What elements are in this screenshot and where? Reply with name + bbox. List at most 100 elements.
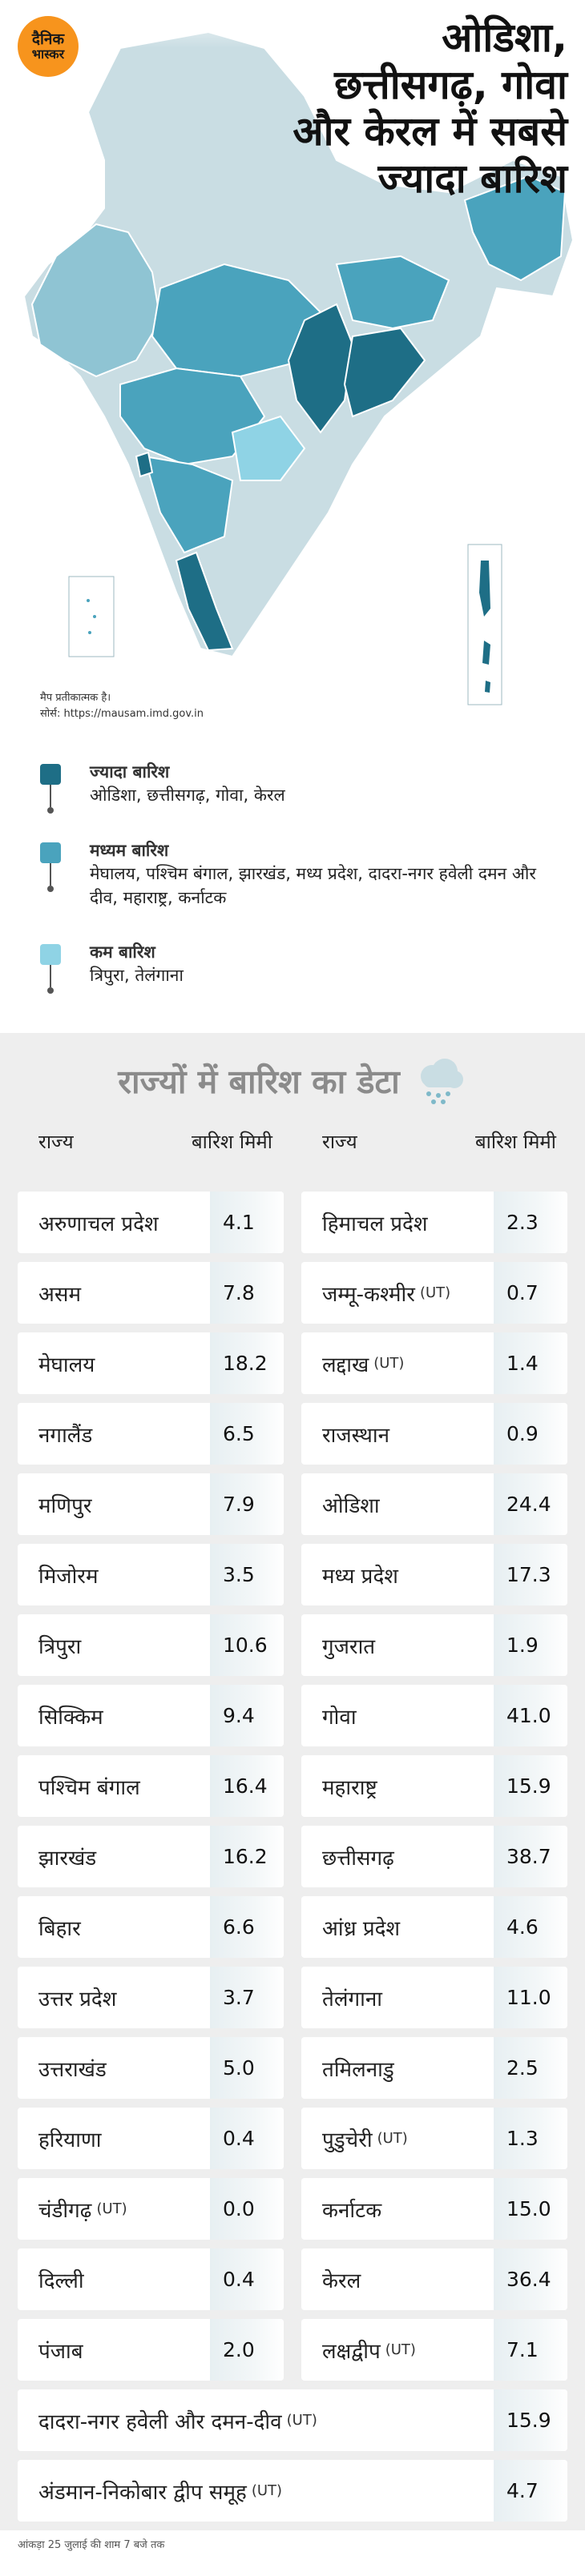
state-name: मेघालय bbox=[18, 1332, 210, 1394]
legend-marker-high bbox=[40, 764, 64, 820]
state-label: मध्य प्रदेश bbox=[322, 1564, 398, 1589]
legend-title-low: कम बारिश bbox=[90, 942, 155, 962]
state-name: चंडीगढ़ (UT) bbox=[18, 2178, 210, 2240]
headline-line-4: ज्यादा बारिश bbox=[377, 155, 567, 202]
rain-cloud-icon bbox=[420, 1059, 463, 1104]
state-label: अरुणाचल प्रदेश bbox=[38, 1212, 159, 1236]
rain-value: 3.7 bbox=[210, 1967, 284, 2028]
state-name: मध्य प्रदेश bbox=[301, 1544, 494, 1605]
left-column-header: राज्य बारिश मिमी bbox=[18, 1109, 284, 1173]
state-label: जम्मू-कश्मीर bbox=[322, 1282, 415, 1307]
table-row: दादरा-नगर हवेली और दमन-दीव (UT) 15.9 bbox=[18, 2389, 567, 2451]
state-name: महाराष्ट्र bbox=[301, 1755, 494, 1817]
state-name: बिहार bbox=[18, 1896, 210, 1958]
rain-value: 0.4 bbox=[210, 2108, 284, 2169]
state-name: सिक्किम bbox=[18, 1685, 210, 1746]
ut-tag: (UT) bbox=[419, 1284, 451, 1301]
state-label: महाराष्ट्र bbox=[322, 1775, 377, 1800]
state-name: हिमाचल प्रदेश bbox=[301, 1192, 494, 1253]
legend-marker-medium bbox=[40, 842, 64, 898]
state-name: पश्चिम बंगाल bbox=[18, 1755, 210, 1817]
map-source: सोर्स: https://mausam.imd.gov.in bbox=[40, 707, 204, 720]
map-kerala-region bbox=[175, 551, 234, 652]
state-label: हिमाचल प्रदेश bbox=[322, 1212, 428, 1236]
table-row: पश्चिम बंगाल 16.4 bbox=[18, 1755, 284, 1817]
table-row: पुडुचेरी (UT) 1.3 bbox=[301, 2108, 567, 2169]
state-label: केरल bbox=[322, 2269, 361, 2293]
state-label: ओडिशा bbox=[322, 1493, 380, 1518]
rain-value: 10.6 bbox=[210, 1614, 284, 1676]
table-row: मणिपुर 7.9 bbox=[18, 1473, 284, 1535]
map-disclaimer: मैप प्रतीकात्मक है। bbox=[40, 692, 111, 704]
state-label: मणिपुर bbox=[38, 1493, 92, 1518]
state-name: अंडमान-निकोबार द्वीप समूह (UT) bbox=[18, 2460, 494, 2522]
state-label: दिल्ली bbox=[38, 2269, 84, 2293]
state-label: दादरा-नगर हवेली और दमन-दीव bbox=[38, 2409, 282, 2434]
state-label: मिजोरम bbox=[38, 1564, 99, 1589]
state-name: मणिपुर bbox=[18, 1473, 210, 1535]
legend-high: ज्यादा बारिश ओडिशा, छत्तीसगढ़, गोवा, केर… bbox=[40, 761, 285, 814]
rain-value: 1.9 bbox=[494, 1614, 567, 1676]
table-row: गुजरात 1.9 bbox=[301, 1614, 567, 1676]
legend-swatch-low bbox=[40, 944, 61, 965]
rain-value: 6.6 bbox=[210, 1896, 284, 1958]
legend-states-low: त्रिपुरा, तेलंगाना bbox=[90, 966, 184, 985]
state-name: असम bbox=[18, 1262, 210, 1324]
rain-value: 5.0 bbox=[210, 2037, 284, 2099]
india-map bbox=[0, 0, 585, 705]
rain-value: 15.0 bbox=[494, 2178, 567, 2240]
state-name: लक्षद्वीप (UT) bbox=[301, 2319, 494, 2381]
table-row: त्रिपुरा 10.6 bbox=[18, 1614, 284, 1676]
state-label: लक्षद्वीप bbox=[322, 2339, 381, 2364]
rain-value: 1.4 bbox=[494, 1332, 567, 1394]
map-chhattisgarh-region bbox=[287, 303, 354, 434]
map-section: दैनिक भास्कर ओडिशा, छत्तीसगढ़, गोवा और क… bbox=[0, 0, 585, 1017]
rain-value: 0.9 bbox=[494, 1403, 567, 1465]
legend-title-high: ज्यादा बारिश bbox=[90, 762, 170, 782]
state-name: जम्मू-कश्मीर (UT) bbox=[301, 1262, 494, 1324]
rain-value: 9.4 bbox=[210, 1685, 284, 1746]
map-east-region bbox=[335, 255, 450, 330]
state-label: कर्नाटक bbox=[322, 2198, 382, 2223]
table-row: गोवा 41.0 bbox=[301, 1685, 567, 1746]
state-label: बिहार bbox=[38, 1916, 81, 1941]
table-row: केरल 36.4 bbox=[301, 2248, 567, 2310]
table-row: मध्य प्रदेश 17.3 bbox=[301, 1544, 567, 1605]
state-label: नगालैंड bbox=[38, 1423, 93, 1448]
state-label: लद्दाख bbox=[322, 1352, 369, 1377]
table-row: अंडमान-निकोबार द्वीप समूह (UT) 4.7 bbox=[18, 2460, 567, 2522]
state-label: हरियाणा bbox=[38, 2128, 102, 2152]
rain-value: 0.7 bbox=[494, 1262, 567, 1324]
ut-tag: (UT) bbox=[286, 2412, 317, 2429]
table-row: चंडीगढ़ (UT) 0.0 bbox=[18, 2178, 284, 2240]
map-note: मैप प्रतीकात्मक है। सोर्स: https://mausa… bbox=[40, 690, 204, 721]
legend-marker-low bbox=[40, 944, 64, 1000]
rain-value: 11.0 bbox=[494, 1967, 567, 2028]
table-row: पंजाब 2.0 bbox=[18, 2319, 284, 2381]
table-row: उत्तर प्रदेश 3.7 bbox=[18, 1967, 284, 2028]
andaman-inset bbox=[467, 544, 502, 705]
col-header-rain: बारिश मिमी bbox=[191, 1130, 272, 1153]
rain-value: 18.2 bbox=[210, 1332, 284, 1394]
table-row: अरुणाचल प्रदेश 4.1 bbox=[18, 1192, 284, 1253]
rain-value: 16.4 bbox=[210, 1755, 284, 1817]
logo-line-1: दैनिक bbox=[31, 30, 65, 48]
rain-value: 17.3 bbox=[494, 1544, 567, 1605]
rain-value: 6.5 bbox=[210, 1403, 284, 1465]
table-row: असम 7.8 bbox=[18, 1262, 284, 1324]
state-name: उत्तराखंड bbox=[18, 2037, 210, 2099]
rain-value: 0.0 bbox=[210, 2178, 284, 2240]
headline-line-3: और केरल में सबसे bbox=[292, 108, 567, 155]
rain-value: 36.4 bbox=[494, 2248, 567, 2310]
col-header-state: राज्य bbox=[38, 1130, 74, 1153]
state-label: त्रिपुरा bbox=[38, 1634, 82, 1659]
state-label: गोवा bbox=[322, 1705, 357, 1730]
state-name: हरियाणा bbox=[18, 2108, 210, 2169]
legend-states-high: ओडिशा, छत्तीसगढ़, गोवा, केरल bbox=[90, 786, 285, 805]
ut-tag: (UT) bbox=[385, 2341, 416, 2358]
state-name: केरल bbox=[301, 2248, 494, 2310]
state-label: तेलंगाना bbox=[322, 1987, 382, 2011]
ut-tag: (UT) bbox=[251, 2482, 283, 2499]
legend-low: कम बारिश त्रिपुरा, तेलंगाना bbox=[40, 941, 184, 994]
map-goa-region bbox=[135, 451, 154, 478]
